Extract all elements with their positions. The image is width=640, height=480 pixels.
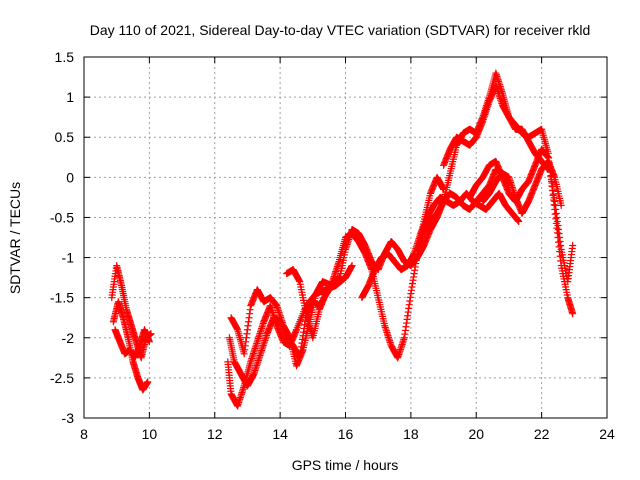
x-tick-label: 20: [468, 426, 484, 442]
grid-lines: [84, 57, 607, 418]
x-tick-label: 24: [599, 426, 615, 442]
data-point: [557, 201, 565, 209]
y-tick-label: -1.5: [50, 290, 74, 306]
data-point: [348, 262, 356, 270]
x-tick-label: 12: [207, 426, 223, 442]
y-tick-label: 0.5: [55, 129, 75, 145]
y-tick-label: -3: [62, 410, 75, 426]
x-tick-label: 16: [338, 426, 354, 442]
data-point: [144, 378, 152, 386]
data-point: [569, 242, 577, 250]
series-satellite-track-6: [227, 278, 336, 370]
series-satellite-track-9: [358, 189, 523, 302]
chart-title: Day 110 of 2021, Sidereal Day-to-day VTE…: [90, 22, 591, 38]
y-tick-label: -2.5: [50, 370, 74, 386]
series-satellite-track-3: [111, 326, 153, 362]
y-tick-label: 0: [66, 169, 74, 185]
y-tick-label: -1: [62, 250, 75, 266]
x-tick-label: 18: [403, 426, 419, 442]
series-satellite-track-11: [440, 81, 577, 318]
series-satellite-track-2: [109, 298, 152, 394]
x-tick-label: 8: [80, 426, 88, 442]
y-tick-label: 1: [66, 89, 74, 105]
tick-labels: 8 10 12 14 16 18 20 22 24 -3 -2.5 -2 -1.5 -1 -0.5 0 0.5 1…: [50, 49, 615, 442]
data-point: [145, 338, 153, 346]
x-tick-label: 10: [142, 426, 158, 442]
y-tick-label: -2: [62, 330, 75, 346]
x-tick-label: 14: [272, 426, 288, 442]
y-tick-label: -0.5: [50, 209, 74, 225]
y-tick-label: 1.5: [55, 49, 75, 65]
data-point: [569, 310, 577, 318]
data-point: [515, 217, 523, 225]
x-axis-label: GPS time / hours: [292, 457, 399, 473]
axis-ticks: [83, 56, 608, 419]
x-tick-label: 22: [534, 426, 550, 442]
series-satellite-track-13: [479, 157, 565, 217]
y-axis-label: SDTVAR / TECUs: [7, 182, 23, 294]
series-satellite-track-4: [224, 262, 356, 410]
data-points: [108, 69, 577, 410]
